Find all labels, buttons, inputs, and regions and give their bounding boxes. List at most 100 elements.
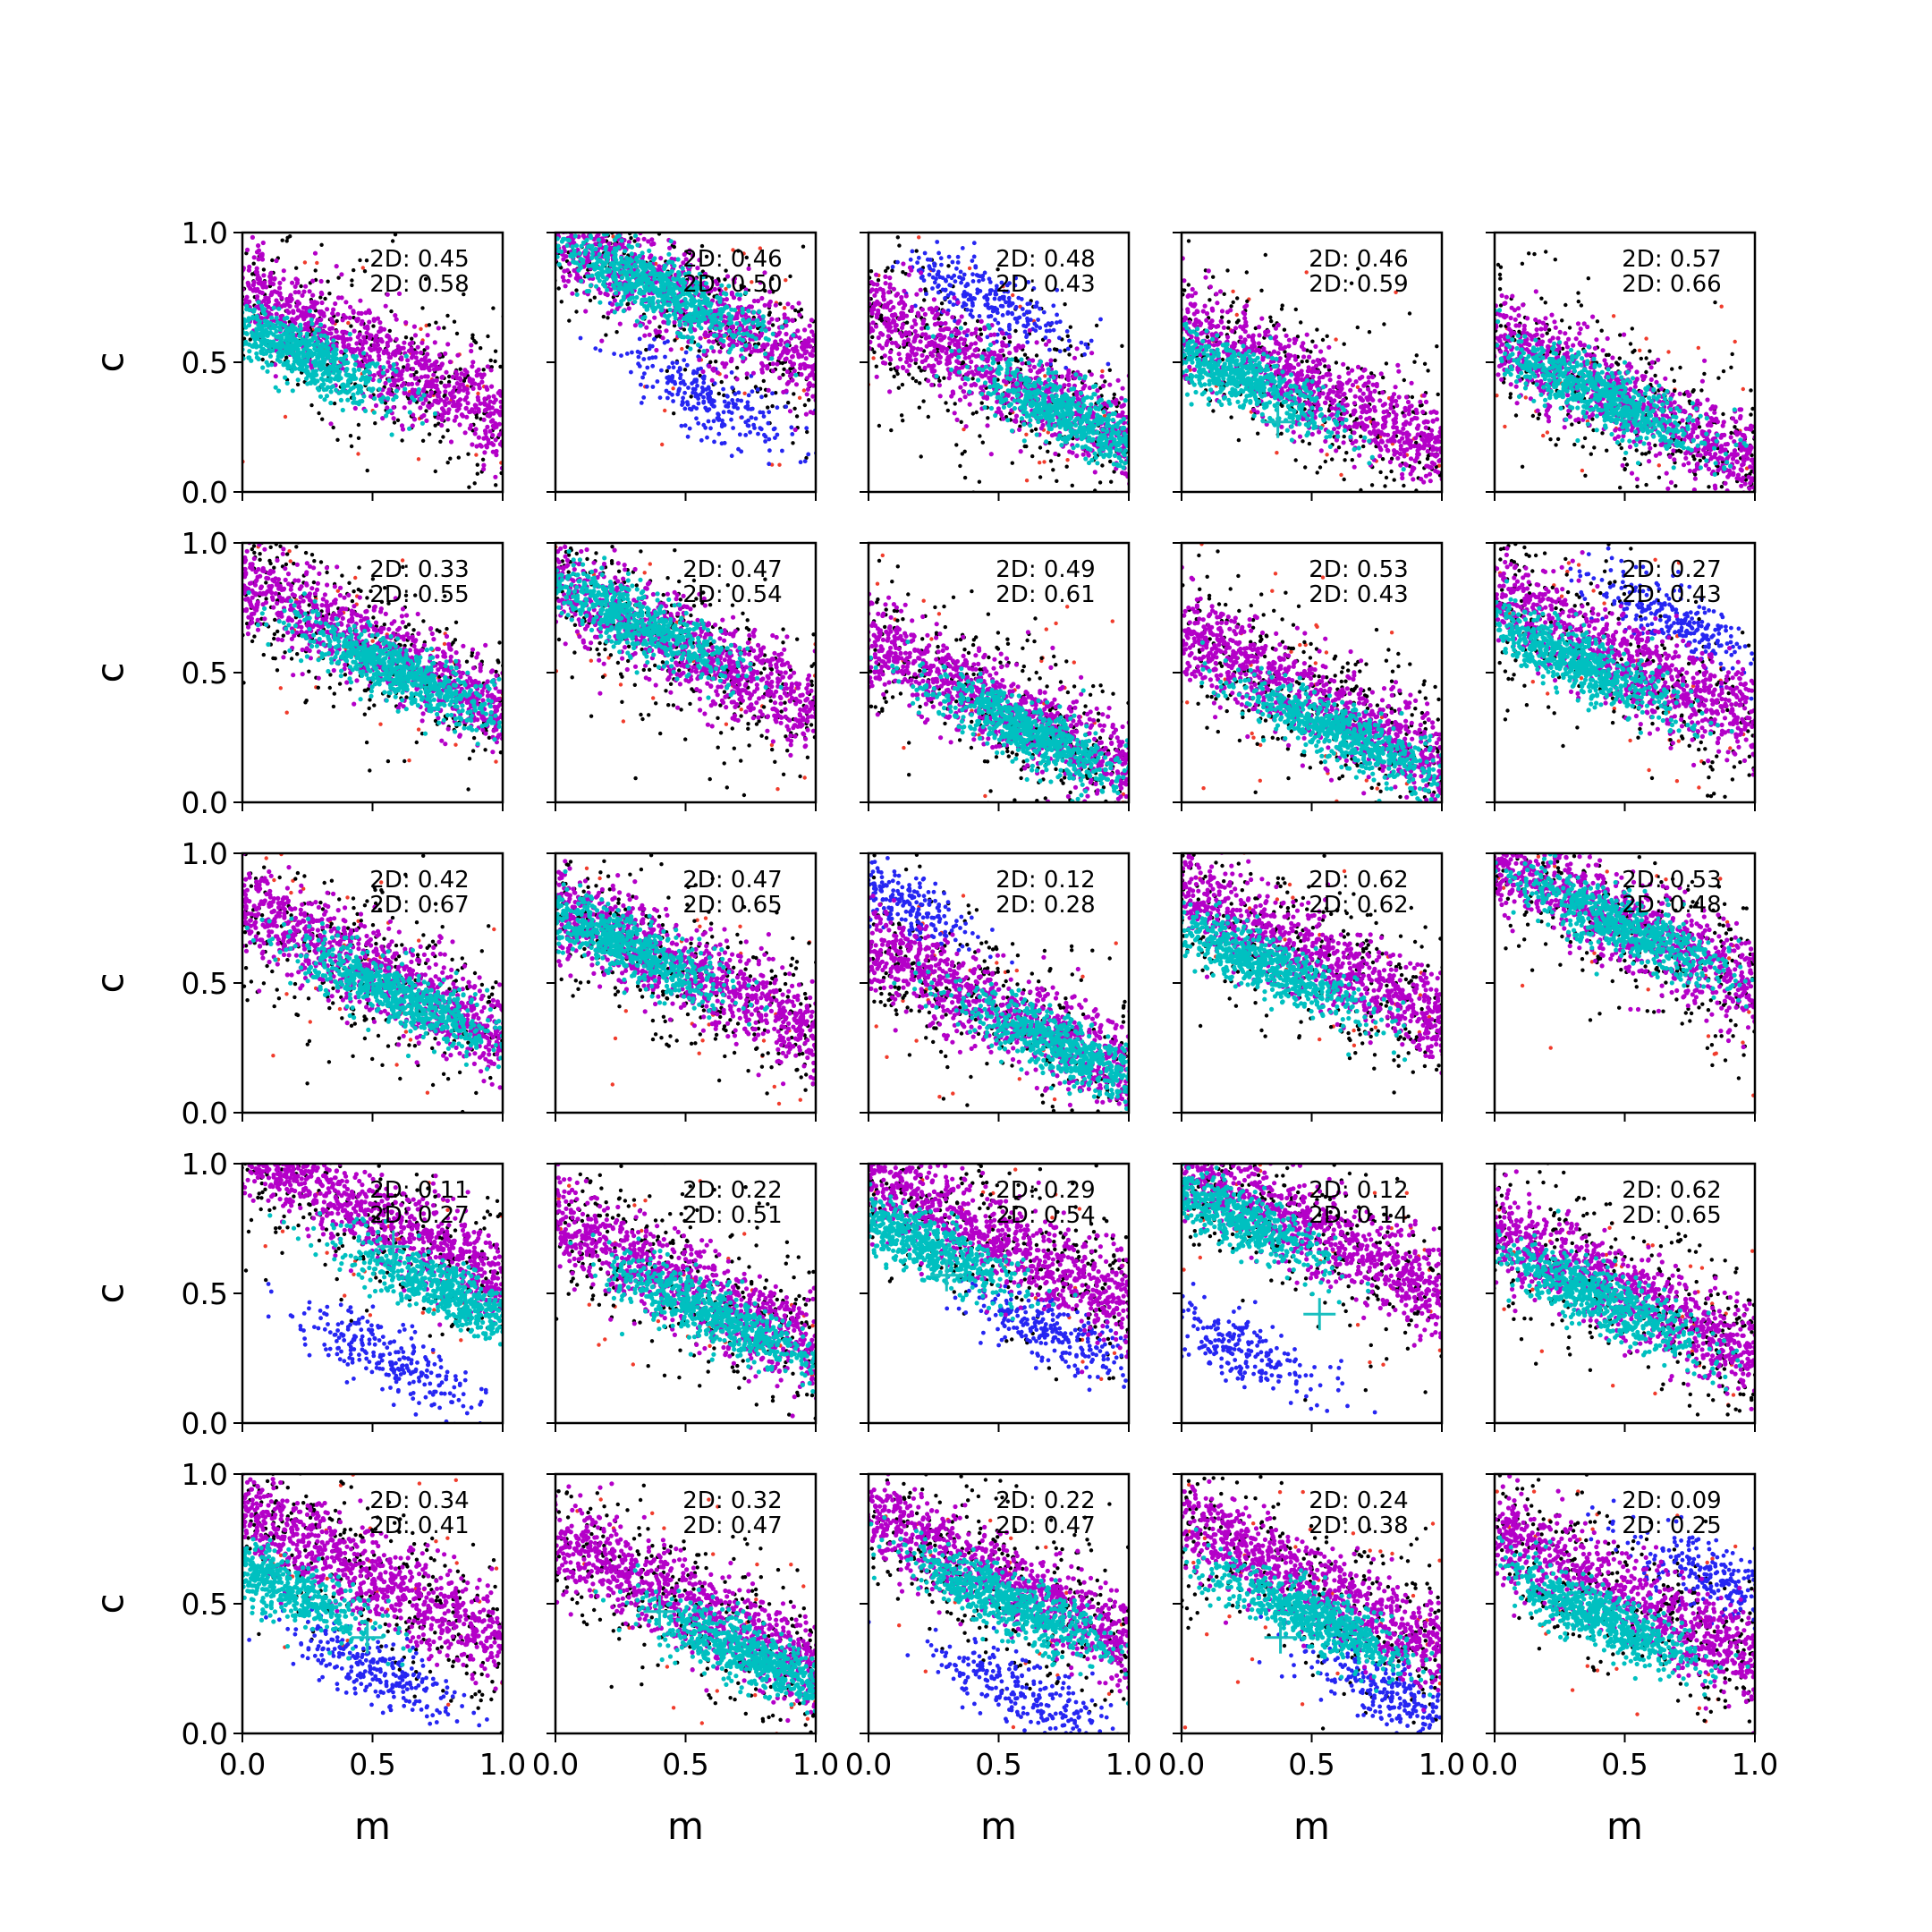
magenta-point [673, 320, 677, 325]
magenta-point [444, 370, 448, 375]
red-point [671, 386, 674, 390]
cyan-point [742, 321, 747, 326]
black-point [1069, 326, 1072, 329]
magenta-point [464, 415, 469, 419]
magenta-point [494, 437, 498, 442]
blue-point [730, 386, 734, 390]
cyan-point [596, 275, 600, 280]
blue-point [947, 255, 952, 259]
black-point [1034, 428, 1038, 431]
magenta-point [487, 429, 492, 434]
blue-point [679, 381, 683, 386]
magenta-point [454, 372, 459, 377]
magenta-point [458, 376, 462, 380]
cyan-point [643, 266, 648, 270]
magenta-point [351, 309, 355, 313]
magenta-point [973, 348, 978, 352]
magenta-point [260, 291, 265, 295]
cyan-point [674, 309, 678, 313]
blue-point [789, 425, 793, 429]
magenta-point [348, 336, 352, 341]
black-point [963, 322, 967, 326]
magenta-point [599, 339, 604, 343]
cyan-point [250, 316, 255, 320]
black-point [1066, 335, 1070, 338]
black-point [421, 439, 425, 443]
red-point [356, 452, 360, 455]
blue-point [671, 360, 675, 365]
blue-point [970, 309, 974, 313]
magenta-point [274, 258, 278, 263]
blue-point [694, 406, 699, 411]
magenta-point [443, 389, 447, 394]
magenta-point [455, 353, 460, 358]
cyan-point [333, 377, 337, 381]
cyan-point [603, 262, 607, 267]
cyan-point [402, 386, 407, 391]
cyan-point [686, 335, 691, 339]
cyan-point [723, 334, 727, 338]
black-point [901, 419, 904, 422]
blue-point [1098, 318, 1103, 322]
black-point [979, 327, 982, 331]
cyan-point [630, 290, 634, 294]
black-point [1038, 445, 1042, 449]
cyan-point [314, 373, 318, 377]
cyan-point [339, 376, 343, 380]
blue-point [716, 432, 721, 436]
cyan-point [272, 306, 276, 310]
black-point [335, 438, 339, 442]
cyan-point [633, 233, 638, 238]
cyan-point [754, 344, 758, 349]
blue-point [948, 300, 953, 304]
cyan-point [292, 327, 296, 332]
black-point [455, 332, 459, 335]
blue-point [641, 395, 646, 400]
cyan-point [676, 295, 681, 300]
magenta-point [648, 319, 652, 324]
magenta-point [483, 409, 487, 413]
black-point [252, 262, 256, 266]
cyan-point [622, 309, 626, 313]
cyan-point [362, 370, 367, 375]
cyan-point [292, 366, 297, 370]
cyan-point [315, 378, 319, 383]
cyan-point [590, 248, 595, 252]
cyan-point [261, 352, 266, 356]
blue-point [1080, 341, 1084, 345]
black-point [434, 424, 437, 428]
magenta-point [441, 408, 445, 412]
blue-point [697, 402, 701, 406]
magenta-point [497, 433, 502, 437]
annotation-text: 2D: 0.50 [682, 271, 782, 298]
black-point [918, 381, 921, 385]
black-point [897, 386, 901, 390]
black-point [946, 409, 950, 412]
magenta-point [413, 333, 418, 337]
black-point [482, 368, 486, 371]
cyan-point [340, 383, 344, 387]
black-point [923, 287, 927, 291]
magenta-point [490, 405, 495, 410]
cyan-point [377, 387, 382, 392]
blue-point [652, 337, 657, 342]
magenta-point [264, 284, 268, 289]
magenta-point [293, 276, 298, 281]
blue-point [1038, 326, 1042, 330]
cyan-point [764, 328, 768, 333]
black-point [309, 403, 313, 407]
blue-point [909, 258, 913, 262]
cyan-point [651, 301, 656, 306]
black-point [672, 411, 675, 415]
magenta-point [793, 428, 798, 432]
magenta-point [485, 445, 489, 449]
cyan-point [416, 391, 420, 395]
magenta-point [463, 430, 468, 435]
cyan-point [597, 252, 602, 257]
magenta-point [471, 386, 476, 391]
magenta-point [491, 443, 496, 447]
cyan-point [589, 256, 594, 260]
magenta-point [711, 367, 716, 371]
magenta-point [699, 336, 703, 341]
blue-point [1021, 307, 1025, 311]
